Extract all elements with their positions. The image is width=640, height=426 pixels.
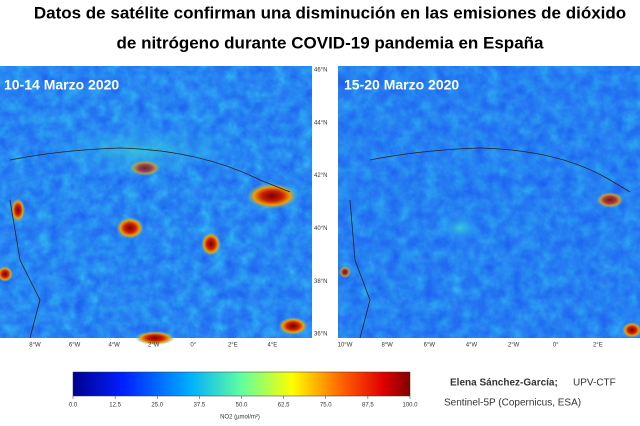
lon-label: 0° [553,343,559,349]
lon-label: 10°W [338,343,353,349]
panel-label: 15-20 Marzo 2020 [344,77,459,93]
lon-label: 4°W [108,343,120,349]
colorbar-tick-label: 100.0 [402,403,418,409]
lat-label: 42°N [314,173,327,179]
colorbar-tick-label: 75.0 [320,403,332,409]
colorbar-tick-label: 12.5 [109,403,121,409]
lon-label: 4°W [466,343,478,349]
lat-label: 44°N [314,120,327,126]
lon-label: 0° [190,343,196,349]
colorbar-tick-label: 0.0 [69,403,78,409]
colorbar-tick-label: 62.5 [278,403,290,409]
credit-affiliation: UPV-CTF [573,378,616,389]
colorbar-tick-label: 87.5 [362,403,374,409]
map-left [0,66,312,345]
colorbar-label: NO2 (µmol/m²) [220,415,260,421]
map-right [338,66,640,339]
title-line: de nitrógeno durante COVID-19 pandemia e… [117,33,545,52]
lon-label: 4°E [268,343,278,349]
lat-label: 46°N [314,68,327,74]
colorbar-tick-label: 37.5 [194,403,206,409]
panel-label: 10-14 Marzo 2020 [4,77,119,93]
colorbar [72,371,411,397]
lat-label: 36°N [314,332,327,338]
title-line: Datos de satélite confirman una disminuc… [34,3,626,22]
colorbar-tick-label: 25.0 [151,403,163,409]
lon-label: 2°W [148,343,160,349]
credit-source: Sentinel-5P (Copernicus, ESA) [444,398,581,409]
lon-label: 8°W [29,343,41,349]
lon-label: 2°E [593,343,603,349]
colorbar-tick-label: 50.0 [236,403,248,409]
lon-label: 6°W [69,343,81,349]
credit-author: Elena Sánchez-García; [450,378,558,389]
lon-label: 2°W [508,343,520,349]
lon-label: 8°W [381,343,393,349]
lat-label: 40°N [314,226,327,232]
lon-label: 6°W [424,343,436,349]
lon-label: 2°E [228,343,238,349]
lat-label: 38°N [314,279,327,285]
